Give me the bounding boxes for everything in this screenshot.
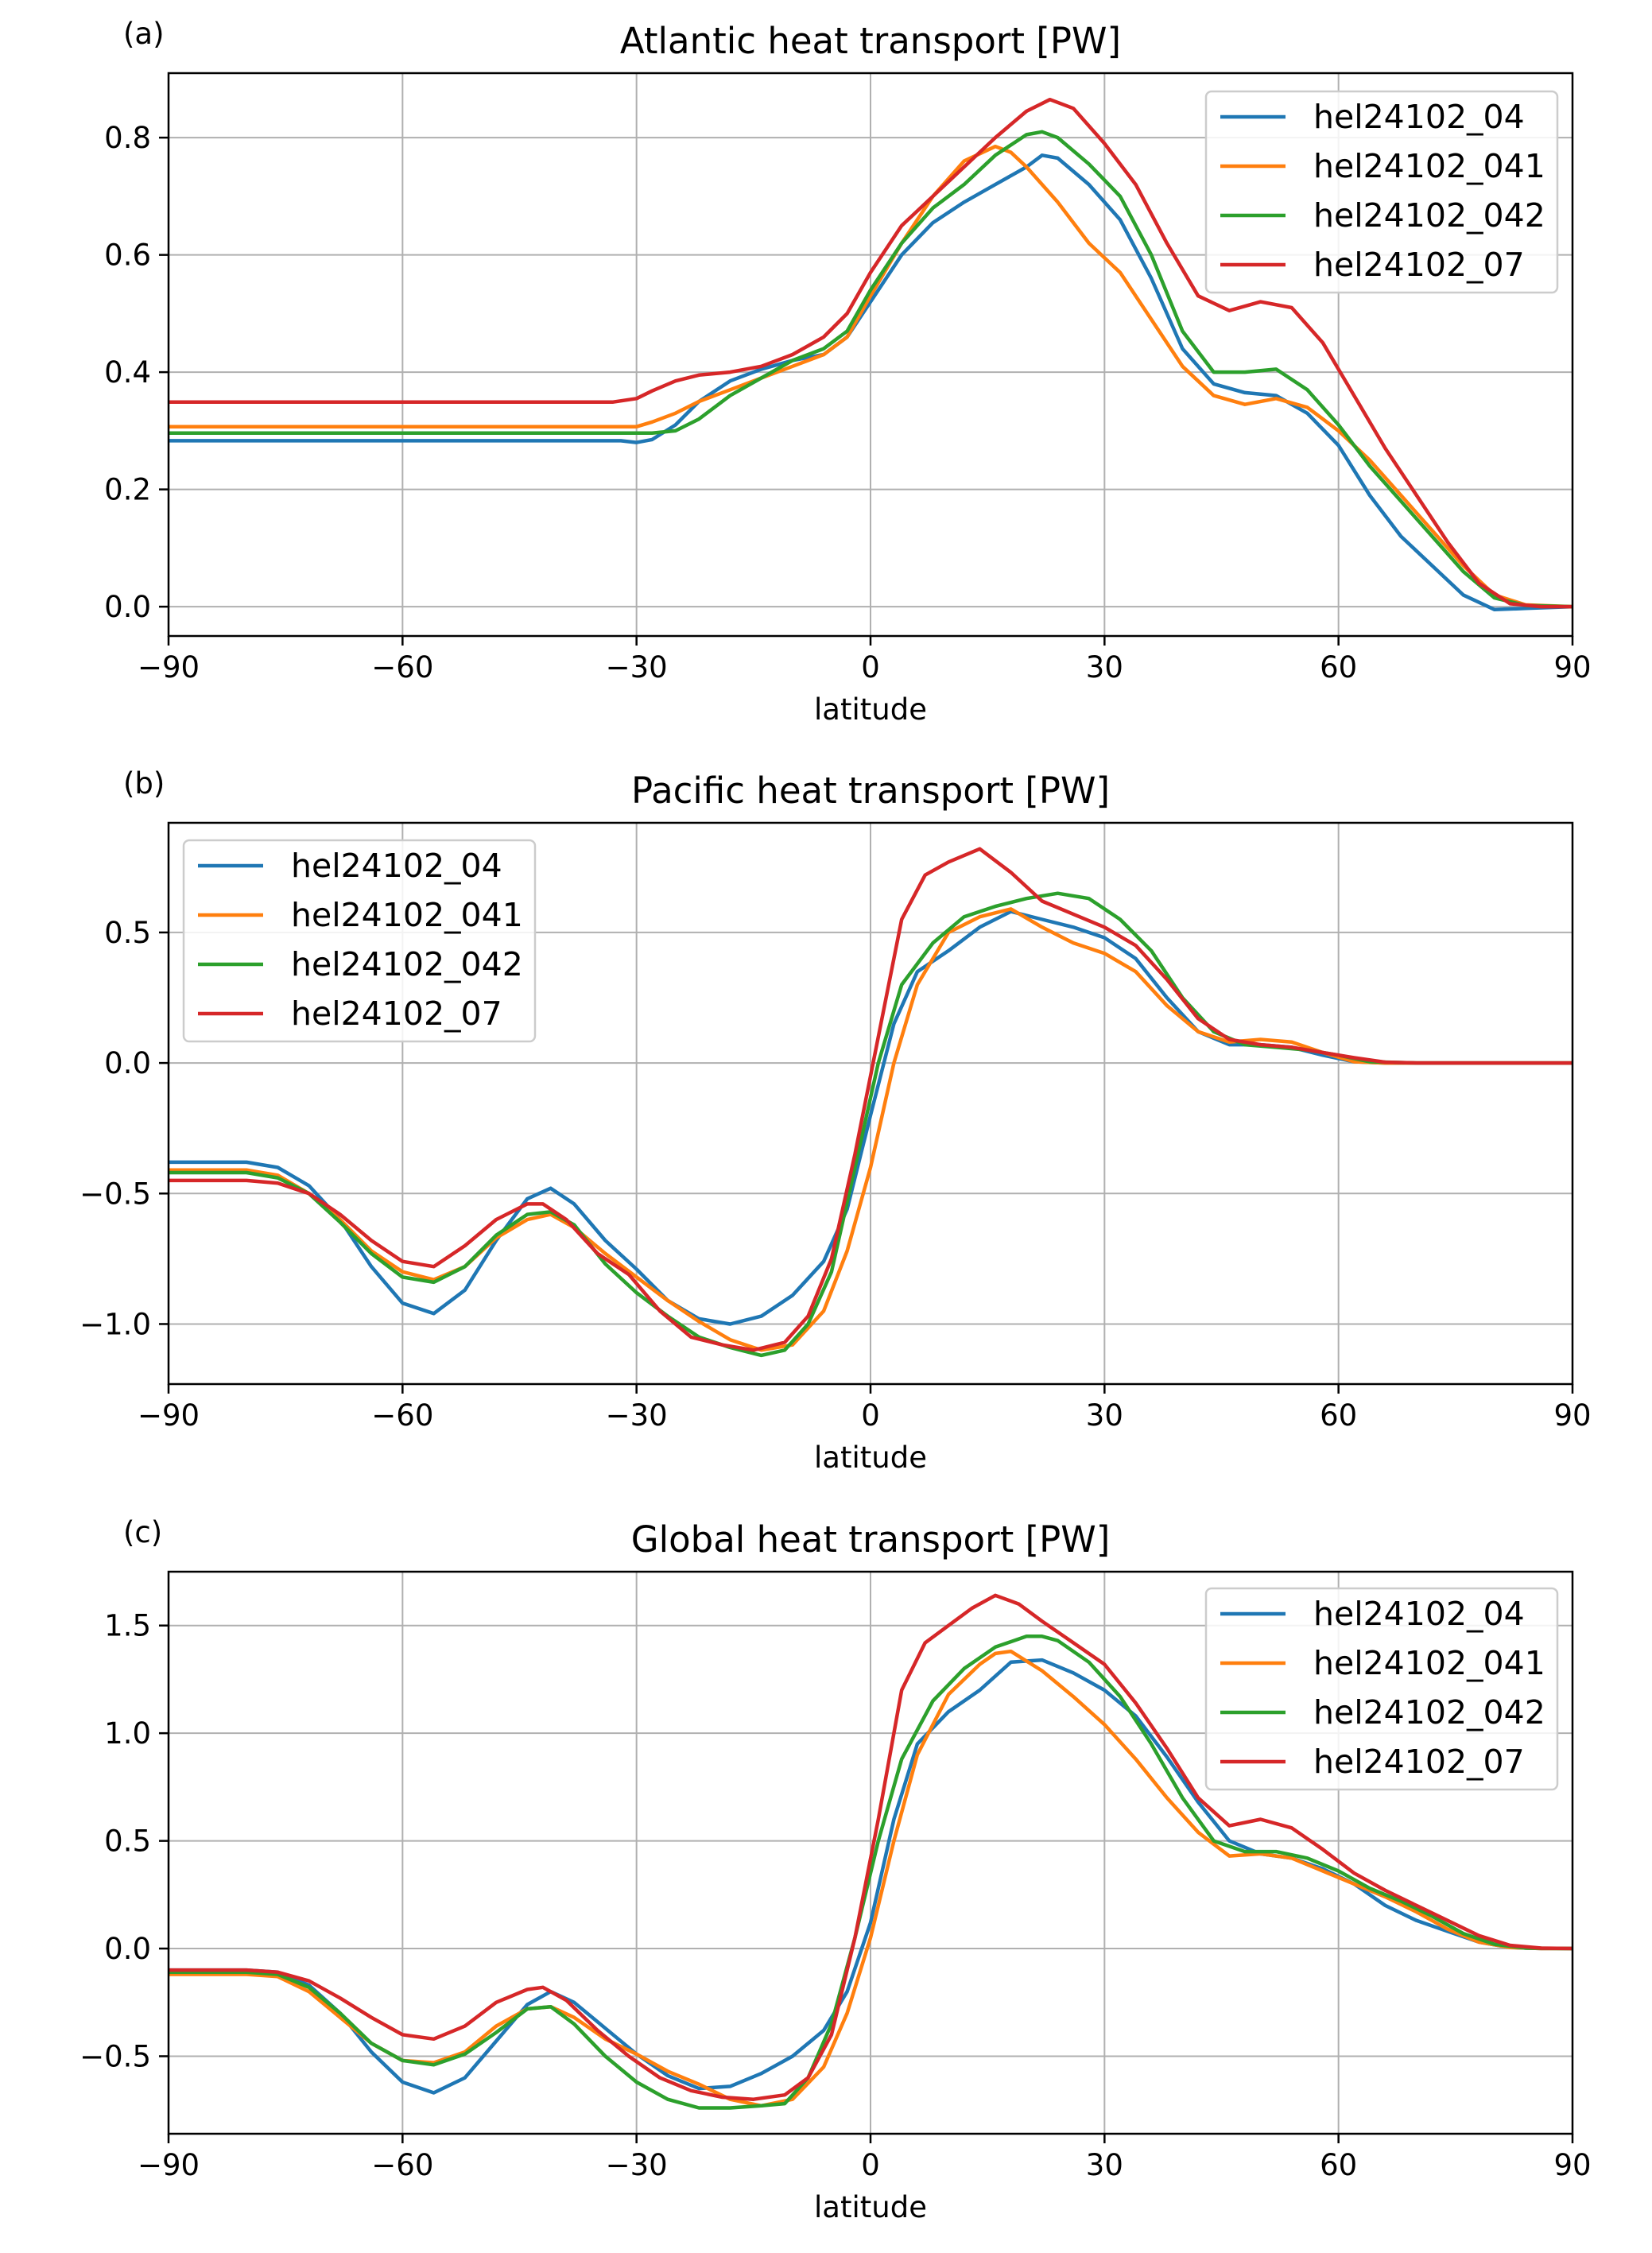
y-tick-label: 0.0 — [104, 590, 151, 624]
x-tick-label: −90 — [138, 1398, 200, 1433]
x-tick-label: −30 — [606, 1398, 668, 1433]
panel-tag: (a) — [123, 17, 165, 51]
x-tick-label: −60 — [371, 2148, 433, 2182]
series-line-hel24102_042 — [169, 1634, 1573, 2110]
legend-label: hel24102_042 — [291, 945, 523, 983]
y-tick-label: 0.0 — [104, 1932, 151, 1966]
series-lines — [169, 97, 1573, 612]
chart-title: Pacific heat transport [PW] — [631, 770, 1110, 812]
chart-panel-2: −90 −60 −30 0 30 60 90 −1.0 −0.5 0.0 0.5 latitude Pa… — [79, 766, 1591, 1475]
legend-label: hel24102_04 — [1313, 1595, 1525, 1633]
x-tick-label: −90 — [138, 650, 200, 684]
series-line-hel24102_041 — [169, 907, 1573, 1352]
series-line-hel24102_04 — [169, 153, 1573, 612]
legend-label: hel24102_042 — [1313, 1693, 1545, 1731]
y-tick-label: −0.5 — [79, 2039, 151, 2073]
series-line-hel24102_042 — [169, 891, 1573, 1358]
x-tick-label: 30 — [1086, 650, 1123, 684]
x-tick-label: 30 — [1086, 1398, 1123, 1433]
legend: hel24102_04 hel24102_041 hel24102_042 hel24… — [1204, 90, 1559, 294]
legend-box — [1204, 1587, 1559, 1791]
x-tick-label: 0 — [861, 650, 880, 684]
x-tick-label: −30 — [606, 650, 668, 684]
legend-label: hel24102_04 — [291, 847, 502, 885]
y-tick-label: 0.5 — [104, 916, 151, 950]
series-line-hel24102_07 — [169, 847, 1573, 1352]
y-tick-label: 1.0 — [104, 1716, 151, 1751]
y-tick-label: 0.5 — [104, 1825, 151, 1859]
y-tick-label: 0.4 — [104, 355, 151, 390]
y-tick-label: 1.5 — [104, 1609, 151, 1643]
legend-label: hel24102_07 — [291, 995, 502, 1033]
chart-title: Global heat transport [PW] — [631, 1518, 1111, 1561]
x-tick-label: −90 — [138, 2148, 200, 2182]
panels: −90 −60 −30 0 30 60 90 0.0 0.2 0.4 0.6 0.8 latitude A… — [79, 17, 1591, 2224]
y-tick-label: 0.0 — [104, 1046, 151, 1080]
legend-box — [1204, 90, 1559, 294]
y-tick-label: −1.0 — [79, 1307, 151, 1341]
legend-label: hel24102_07 — [1313, 246, 1525, 284]
legend-label: hel24102_07 — [1313, 1743, 1525, 1781]
x-tick-label: −30 — [606, 2148, 668, 2182]
legend-label: hel24102_041 — [1313, 1644, 1545, 1682]
x-tick-label: 90 — [1553, 2148, 1591, 2182]
legend-label: hel24102_041 — [291, 896, 523, 934]
x-tick-label: 60 — [1320, 2148, 1357, 2182]
y-tick-label: 0.2 — [104, 473, 151, 507]
x-tick-label: −60 — [371, 650, 433, 684]
legend-label: hel24102_04 — [1313, 98, 1525, 136]
x-tick-label: 60 — [1320, 650, 1357, 684]
series-line-hel24102_041 — [169, 1649, 1573, 2108]
series-lines — [169, 847, 1573, 1358]
x-tick-label: 0 — [861, 1398, 880, 1433]
series-line-hel24102_042 — [169, 130, 1573, 609]
chart-title: Atlantic heat transport [PW] — [620, 20, 1121, 62]
legend: hel24102_04 hel24102_041 hel24102_042 hel24… — [1204, 1587, 1559, 1791]
x-tick-label: 30 — [1086, 2148, 1123, 2182]
legend-box — [182, 839, 537, 1043]
x-tick-label: −60 — [371, 1398, 433, 1433]
y-tick-label: 0.6 — [104, 238, 151, 273]
panel-tag: (c) — [123, 1515, 162, 1549]
series-lines — [169, 1593, 1573, 2110]
x-axis-label: latitude — [814, 2190, 927, 2224]
panel-tag: (b) — [123, 766, 165, 801]
x-tick-label: 60 — [1320, 1398, 1357, 1433]
legend: hel24102_04 hel24102_041 hel24102_042 hel24… — [182, 839, 537, 1043]
chart-panel-1: −90 −60 −30 0 30 60 90 0.0 0.2 0.4 0.6 0.8 latitude A… — [104, 17, 1591, 727]
x-axis-label: latitude — [814, 1441, 927, 1475]
legend-label: hel24102_041 — [1313, 147, 1545, 185]
x-axis-label: latitude — [814, 692, 927, 727]
x-tick-label: 90 — [1553, 1398, 1591, 1433]
series-line-hel24102_07 — [169, 1593, 1573, 2101]
legend-label: hel24102_042 — [1313, 196, 1545, 235]
x-tick-label: 0 — [861, 2148, 880, 2182]
chart-panel-3: −90 −60 −30 0 30 60 90 −0.5 0.0 0.5 1.0 1.5 latitude… — [79, 1515, 1591, 2224]
series-line-hel24102_041 — [169, 144, 1573, 609]
series-line-hel24102_07 — [169, 97, 1573, 609]
y-tick-label: −0.5 — [79, 1177, 151, 1211]
x-tick-label: 90 — [1553, 650, 1591, 684]
y-tick-label: 0.8 — [104, 121, 151, 155]
